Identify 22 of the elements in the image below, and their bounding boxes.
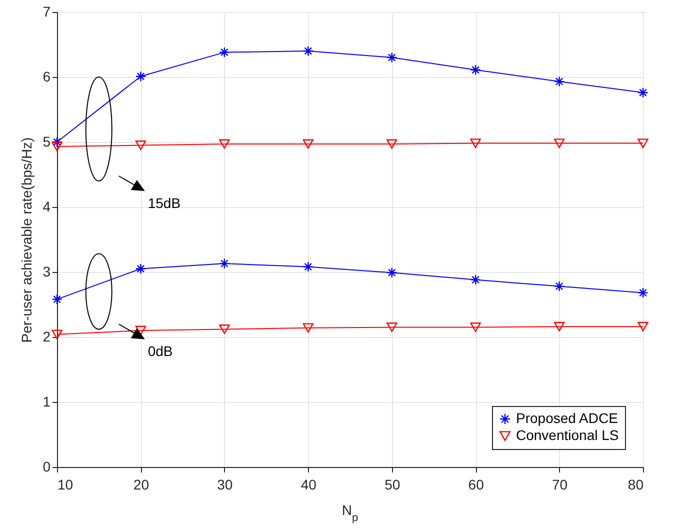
x-tick-label: 50 [384,476,400,492]
y-tick-label: 3 [42,264,51,280]
y-tick-label: 6 [42,68,51,84]
y-tick-label: 7 [42,4,51,20]
legend-label: Conventional LS [516,427,619,443]
annotation: 0dB [148,343,173,360]
legend-label: Proposed ADCE [516,410,618,426]
x-tick-label: 40 [300,476,317,492]
y-tick-label: 1 [42,394,51,410]
x-tick-label: 20 [133,476,150,492]
y-axis-title: Per-user achievable rate(bps/Hz) [18,137,35,343]
y-tick-label: 2 [42,328,51,344]
x-tick-label: 80 [628,476,644,492]
x-tick-label: 10 [58,476,74,492]
y-tick-label: 4 [42,198,51,214]
x-axis-title: N$_{p}$ [342,502,358,524]
annotation: 15dB [148,195,181,211]
x-tick-label: 30 [217,476,233,492]
y-tick-label: 5 [42,134,51,150]
x-tick-label: 70 [552,476,568,492]
y-tick-label: 0 [42,458,51,474]
x-tick-label: 60 [468,476,484,492]
